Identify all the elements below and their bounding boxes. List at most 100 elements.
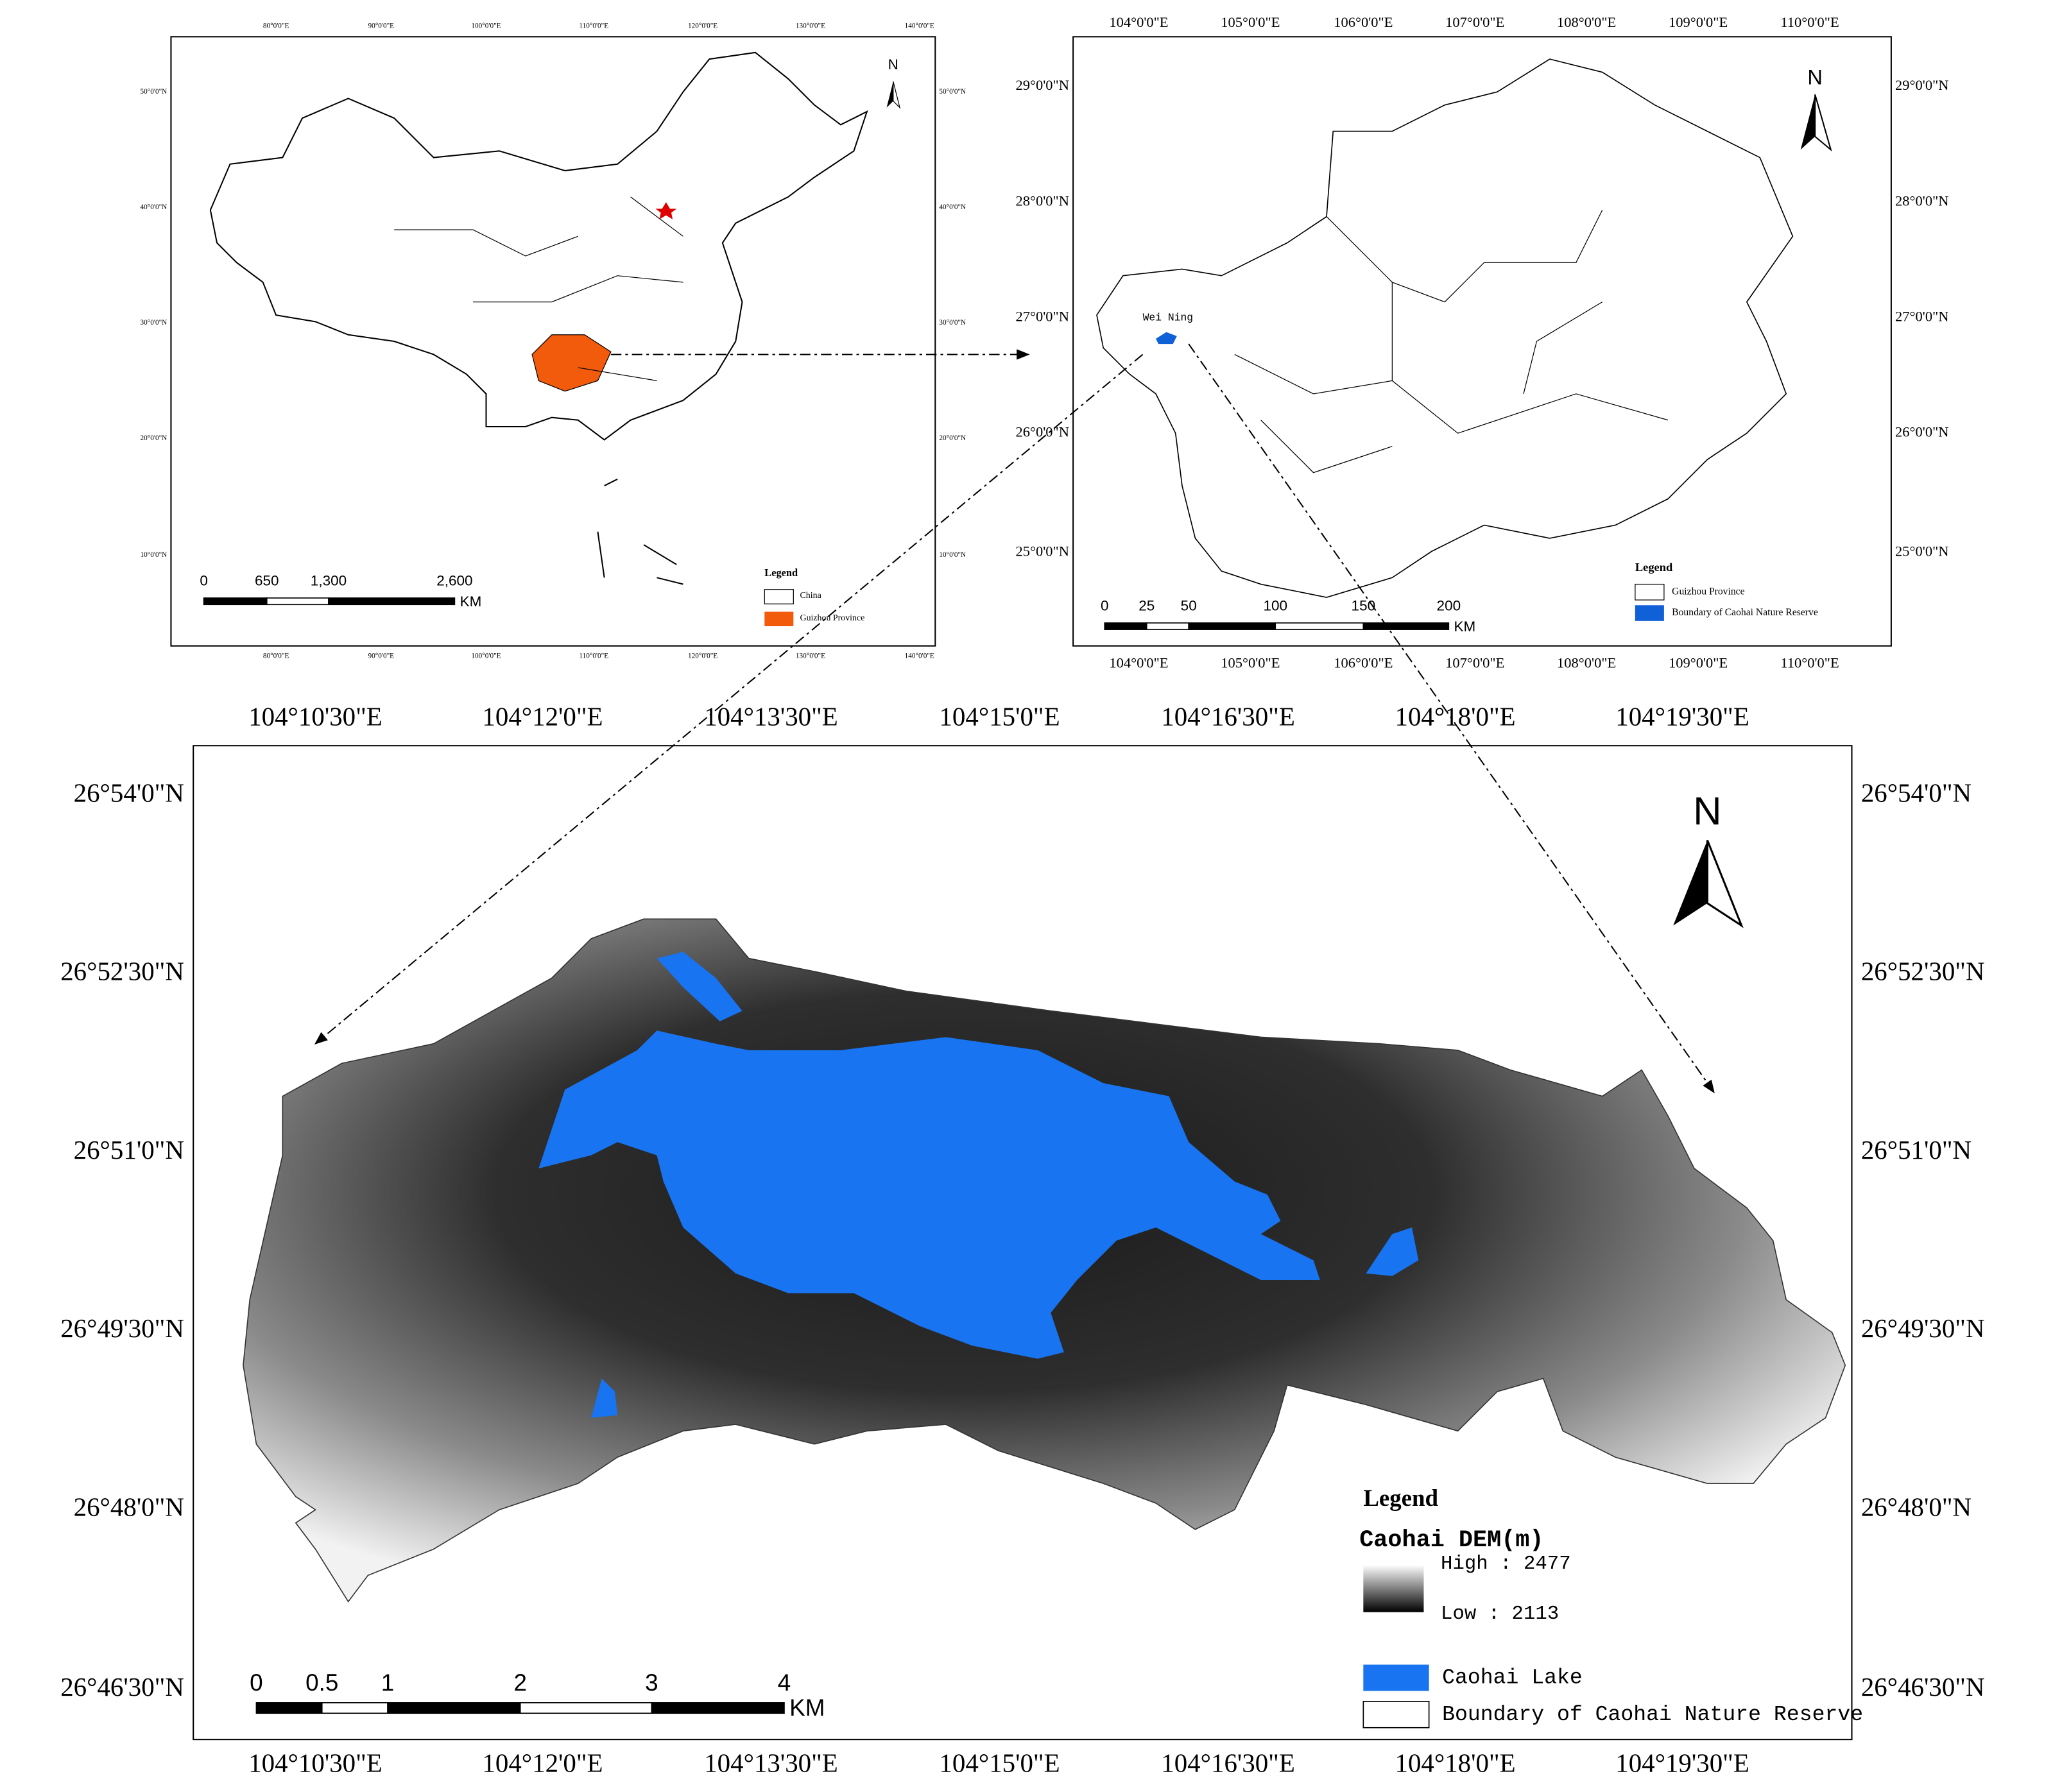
scale-unit: KM bbox=[789, 1694, 825, 1721]
china-outline bbox=[209, 51, 868, 441]
right-tick-label: 26°0'0"N bbox=[1895, 423, 1949, 439]
top-tick-label: 108°0'0"E bbox=[1557, 14, 1616, 30]
bottom-tick-label: 100°0'0"E bbox=[471, 653, 501, 660]
right-tick-label: 50°0'0"N bbox=[939, 88, 966, 96]
right-tick-label: 26°52'30"N bbox=[1861, 957, 1985, 986]
scale-unit: KM bbox=[1454, 619, 1476, 635]
right-tick-label: 26°51'0"N bbox=[1861, 1136, 1971, 1165]
right-tick-label: 20°0'0"N bbox=[939, 434, 966, 442]
scale-label: 25 bbox=[1138, 597, 1155, 613]
legend-low: Low : 2113 bbox=[1441, 1603, 1559, 1625]
bottom-tick-label: 106°0'0"E bbox=[1334, 655, 1393, 671]
scale-bar-segment bbox=[321, 1702, 388, 1714]
caohai-location bbox=[1156, 332, 1177, 345]
place-label: Wei Ning bbox=[1143, 311, 1194, 323]
left-tick-label: 26°46'30"N bbox=[60, 1673, 184, 1702]
bottom-tick-label: 104°15'0"E bbox=[939, 1748, 1060, 1777]
north-arrow bbox=[1673, 840, 1708, 926]
china-frame bbox=[170, 36, 936, 647]
top-tick-label: 130°0'0"E bbox=[796, 22, 825, 30]
north-label: N bbox=[888, 56, 898, 73]
capital-star bbox=[655, 202, 677, 219]
left-tick-label: 26°48'0"N bbox=[74, 1492, 184, 1521]
right-tick-label: 26°46'30"N bbox=[1861, 1673, 1985, 1702]
legend-title: Legend bbox=[1363, 1485, 1438, 1511]
scale-bar-segment bbox=[1188, 622, 1276, 630]
left-tick-label: 26°51'0"N bbox=[74, 1136, 184, 1165]
legend-item: Boundary of Caohai Nature Reserve bbox=[1672, 607, 1818, 618]
right-tick-label: 40°0'0"N bbox=[939, 203, 966, 211]
top-tick-label: 110°0'0"E bbox=[579, 22, 608, 30]
top-tick-label: 110°0'0"E bbox=[1780, 14, 1839, 30]
north-arrow bbox=[1800, 94, 1816, 150]
scale-bar-segment bbox=[1104, 622, 1147, 630]
scale-bar-segment bbox=[203, 597, 268, 606]
scale-label: 0.5 bbox=[305, 1669, 338, 1696]
north-label: N bbox=[1693, 789, 1721, 833]
bottom-tick-label: 104°13'30"E bbox=[704, 1748, 838, 1777]
scale-label: 2 bbox=[513, 1669, 526, 1696]
top-tick-label: 107°0'0"E bbox=[1445, 14, 1504, 30]
legend-swatch bbox=[1635, 605, 1664, 621]
left-tick-label: 50°0'0"N bbox=[141, 88, 168, 96]
scale-label: 0 bbox=[1101, 597, 1109, 613]
north-label: N bbox=[1807, 65, 1823, 89]
top-tick-label: 120°0'0"E bbox=[688, 22, 717, 30]
legend-ramp bbox=[1363, 1565, 1424, 1612]
scale-bar-segment bbox=[1362, 622, 1450, 630]
scale-label: 1,300 bbox=[311, 572, 347, 588]
province-borders bbox=[394, 196, 683, 381]
left-tick-label: 26°52'30"N bbox=[60, 957, 184, 986]
right-tick-label: 30°0'0"N bbox=[939, 319, 966, 327]
arrow bbox=[1188, 343, 1715, 1094]
right-tick-label: 25°0'0"N bbox=[1895, 543, 1949, 559]
islands bbox=[597, 478, 683, 585]
scale-label: 2,600 bbox=[436, 572, 472, 588]
left-tick-label: 20°0'0"N bbox=[141, 434, 168, 442]
bottom-tick-label: 105°0'0"E bbox=[1221, 655, 1280, 671]
county-borders bbox=[1234, 210, 1669, 474]
top-tick-label: 104°10'30"E bbox=[248, 703, 382, 731]
top-tick-label: 104°12'0"E bbox=[482, 703, 603, 731]
scale-bar-segment bbox=[651, 1702, 785, 1714]
scale-bar-segment bbox=[387, 1702, 521, 1714]
arrow bbox=[314, 354, 1144, 1045]
legend-swatch bbox=[1362, 1700, 1430, 1728]
scale-label: 50 bbox=[1181, 597, 1197, 613]
legend-title: Legend bbox=[1635, 561, 1673, 574]
legend-title: Legend bbox=[764, 567, 798, 579]
north-arrow bbox=[893, 81, 901, 109]
bottom-tick-label: 104°16'30"E bbox=[1161, 1748, 1295, 1777]
bottom-tick-label: 110°0'0"E bbox=[579, 653, 608, 660]
top-tick-label: 104°15'0"E bbox=[939, 703, 1060, 731]
right-tick-label: 27°0'0"N bbox=[1895, 308, 1949, 324]
scale-bar-segment bbox=[1275, 622, 1364, 630]
caohai-lake bbox=[538, 951, 1419, 1418]
top-tick-label: 105°0'0"E bbox=[1221, 14, 1280, 30]
legend-subtitle: Caohai DEM(m) bbox=[1359, 1527, 1543, 1554]
bottom-tick-label: 104°19'30"E bbox=[1615, 1748, 1749, 1777]
bottom-tick-label: 107°0'0"E bbox=[1445, 655, 1504, 671]
scale-bar-segment bbox=[255, 1702, 323, 1714]
top-tick-label: 100°0'0"E bbox=[471, 22, 501, 30]
bottom-tick-label: 104°12'0"E bbox=[482, 1748, 603, 1777]
scale-label: 200 bbox=[1437, 597, 1461, 613]
left-tick-label: 28°0'0"N bbox=[1016, 192, 1070, 209]
bottom-tick-label: 130°0'0"E bbox=[796, 653, 825, 660]
left-tick-label: 30°0'0"N bbox=[141, 319, 168, 327]
legend-item: Caohai Lake bbox=[1442, 1666, 1583, 1690]
scale-label: 4 bbox=[778, 1669, 791, 1696]
scale-bar-segment bbox=[328, 597, 456, 606]
legend-item: Guizhou Province bbox=[1672, 586, 1744, 597]
legend-swatch bbox=[764, 589, 794, 604]
left-tick-label: 40°0'0"N bbox=[141, 203, 168, 211]
north-arrow bbox=[1706, 839, 1744, 928]
left-tick-label: 26°49'30"N bbox=[60, 1314, 184, 1343]
legend-item: Guizhou Province bbox=[800, 613, 865, 623]
left-tick-label: 27°0'0"N bbox=[1016, 308, 1070, 324]
scale-label: 100 bbox=[1263, 597, 1287, 613]
bottom-tick-label: 104°18'0"E bbox=[1395, 1748, 1515, 1777]
top-tick-label: 104°18'0"E bbox=[1395, 703, 1515, 731]
